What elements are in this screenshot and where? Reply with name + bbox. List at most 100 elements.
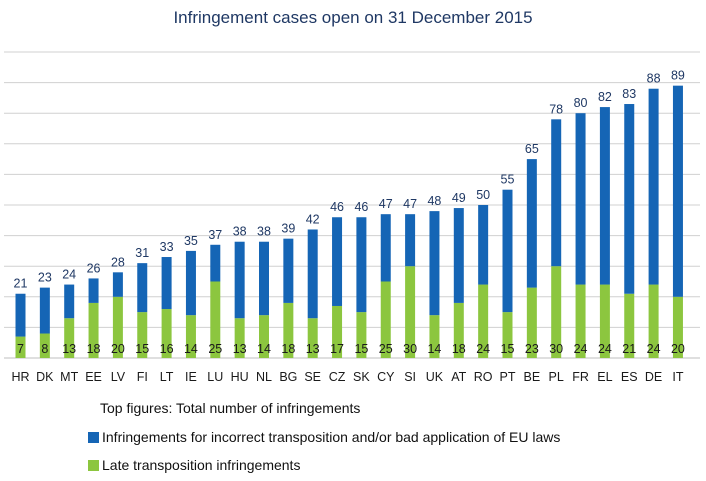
late-value-label: 15 — [501, 342, 515, 356]
bar-segment-incorrect-transposition — [551, 119, 562, 267]
category-label: LV — [111, 370, 126, 384]
bar-segment-late-transposition — [405, 266, 416, 358]
late-value-label: 24 — [598, 342, 612, 356]
bar-segment-late-transposition — [356, 312, 367, 358]
total-label: 47 — [379, 197, 393, 211]
bar-segment-late-transposition — [283, 302, 294, 358]
bar-segment-late-transposition — [380, 281, 391, 358]
category-label: EE — [85, 370, 102, 384]
category-label: SK — [353, 370, 370, 384]
legend-label-blue: Infringements for incorrect transpositio… — [102, 429, 561, 445]
category-label: BG — [279, 370, 297, 384]
bar-segment-incorrect-transposition — [405, 214, 416, 267]
late-value-label: 18 — [87, 342, 101, 356]
bar-segment-late-transposition — [234, 318, 245, 358]
total-label: 89 — [671, 69, 685, 83]
bar-segment-late-transposition — [137, 312, 148, 358]
total-label: 47 — [403, 197, 417, 211]
bar-segment-late-transposition — [672, 296, 683, 358]
bar-segment-incorrect-transposition — [234, 241, 245, 319]
category-label: LT — [160, 370, 174, 384]
late-value-label: 24 — [574, 342, 588, 356]
bar-segment-late-transposition — [575, 284, 586, 358]
total-label: 31 — [135, 246, 149, 260]
total-label: 21 — [14, 277, 28, 291]
bar-segment-incorrect-transposition — [380, 214, 391, 282]
total-label: 55 — [501, 173, 515, 187]
total-label: 48 — [427, 194, 441, 208]
category-label: FR — [572, 370, 589, 384]
late-value-label: 18 — [281, 342, 295, 356]
late-value-label: 20 — [671, 342, 685, 356]
total-label: 82 — [598, 90, 612, 104]
total-label: 35 — [184, 234, 198, 248]
late-value-label: 24 — [647, 342, 661, 356]
category-label: LU — [207, 370, 223, 384]
bar-segment-incorrect-transposition — [64, 284, 75, 319]
bar-segment-late-transposition — [161, 309, 172, 358]
total-label: 37 — [208, 228, 222, 242]
late-value-label: 18 — [452, 342, 466, 356]
total-label: 65 — [525, 142, 539, 156]
bar-segment-late-transposition — [648, 284, 659, 358]
total-label: 42 — [306, 212, 320, 226]
late-value-label: 13 — [62, 342, 76, 356]
bar-segment-late-transposition — [502, 312, 513, 358]
bar-segment-incorrect-transposition — [307, 229, 318, 319]
total-label: 49 — [452, 191, 466, 205]
chart-title: Infringement cases open on 31 December 2… — [173, 8, 533, 27]
stacked-bar-chart: 21 7 HR 23 8 DK 24 13 MT 26 18 EE 28 20 LV 31 15 FI 33 16 LT… — [4, 51, 700, 384]
bar-segment-late-transposition — [307, 318, 318, 358]
bar-segment-incorrect-transposition — [88, 278, 99, 303]
late-value-label: 14 — [257, 342, 271, 356]
bar-segment-incorrect-transposition — [210, 244, 221, 282]
total-label: 88 — [647, 72, 661, 86]
legend-swatch-blue — [88, 432, 99, 443]
late-value-label: 13 — [306, 342, 320, 356]
category-label: UK — [426, 370, 444, 384]
total-label: 33 — [160, 240, 174, 254]
late-value-label: 21 — [622, 342, 636, 356]
bar-segment-incorrect-transposition — [478, 205, 489, 285]
category-label: SE — [304, 370, 321, 384]
category-label: ES — [621, 370, 638, 384]
bar-segment-incorrect-transposition — [672, 85, 683, 297]
bar-segment-incorrect-transposition — [356, 217, 367, 313]
category-label: NL — [256, 370, 272, 384]
total-label: 24 — [62, 268, 76, 282]
bar-segment-incorrect-transposition — [137, 263, 148, 313]
category-label: PL — [549, 370, 564, 384]
total-label: 28 — [111, 255, 125, 269]
late-value-label: 30 — [403, 342, 417, 356]
bar-segment-late-transposition — [332, 305, 343, 358]
bar-segment-late-transposition — [39, 333, 50, 358]
bar-segment-incorrect-transposition — [502, 189, 513, 313]
late-value-label: 20 — [111, 342, 125, 356]
category-label: DE — [645, 370, 662, 384]
total-label: 38 — [257, 225, 271, 239]
bar-segment-incorrect-transposition — [259, 241, 269, 316]
total-label: 38 — [233, 225, 247, 239]
bar-segment-incorrect-transposition — [112, 272, 123, 297]
total-label: 80 — [574, 96, 588, 110]
legend-item-green: Late transposition infringements — [88, 457, 300, 473]
bar-segment-late-transposition — [259, 315, 269, 358]
late-value-label: 7 — [17, 342, 24, 356]
category-label: CZ — [329, 370, 346, 384]
category-label: CY — [377, 370, 395, 384]
total-label: 26 — [87, 261, 101, 275]
legend-label-green: Late transposition infringements — [102, 457, 301, 473]
category-label: HR — [11, 370, 29, 384]
late-value-label: 15 — [135, 342, 149, 356]
total-label: 46 — [330, 200, 344, 214]
bar-segment-late-transposition — [478, 284, 489, 358]
bar-segment-late-transposition — [599, 284, 610, 358]
category-label: FI — [137, 370, 148, 384]
bar-segment-incorrect-transposition — [575, 113, 586, 285]
category-label: SI — [404, 370, 416, 384]
bar-segment-incorrect-transposition — [624, 104, 635, 294]
category-label: RO — [474, 370, 493, 384]
category-label: BE — [524, 370, 541, 384]
late-value-label: 25 — [208, 342, 222, 356]
bar-segment-incorrect-transposition — [332, 217, 343, 306]
